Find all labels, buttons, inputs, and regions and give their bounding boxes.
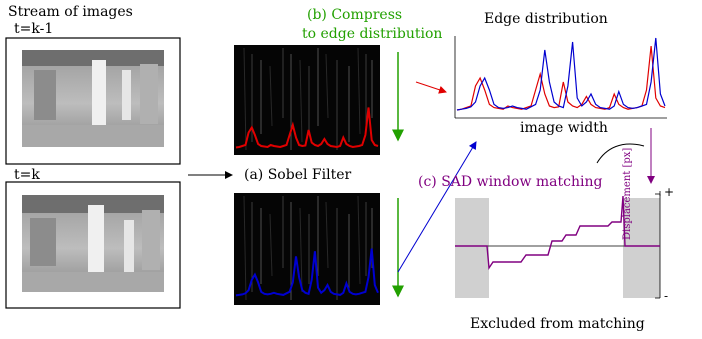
excluded-region-right (623, 198, 660, 298)
edge-streak (299, 59, 303, 143)
step-a-label: (a) Sobel Filter (244, 167, 352, 183)
displacement-plus: + (664, 185, 675, 199)
stream-label: Stream of images (8, 4, 133, 20)
edge-distribution-chart (454, 36, 667, 119)
sobel-panel-curr (234, 193, 380, 305)
edge-streak (243, 195, 247, 301)
excluded-label: Excluded from matching (470, 316, 645, 332)
curve-dist-to-sad (596, 143, 645, 164)
series-red-line (456, 45, 666, 111)
edge-streak (357, 47, 361, 135)
pillar-prev-2 (122, 70, 131, 120)
displacement-curve (455, 195, 660, 271)
edge-profile-blue (235, 248, 379, 297)
image-width-label: image width (520, 120, 608, 136)
edge-streak (269, 213, 273, 277)
step-b-label-line1: (b) Compress (307, 7, 403, 23)
excluded-region-left (455, 198, 489, 298)
t-prev-label: t=k-1 (14, 21, 54, 37)
arrow-red-to-dist (415, 81, 447, 94)
edge-streak (269, 65, 273, 127)
displacement-minus: - (664, 289, 669, 303)
edge-distribution-title: Edge distribution (484, 11, 608, 27)
edge-streak (325, 53, 329, 119)
t-curr-label: t=k (14, 167, 40, 183)
step-b-label-line2: to edge distribution (302, 26, 443, 42)
edge-profile-red (235, 107, 379, 149)
frame-prev (5, 37, 181, 165)
series-blue-line (456, 37, 666, 111)
edge-streak (299, 207, 303, 293)
sad-matching-plot (455, 191, 661, 299)
edge-streak (325, 201, 329, 269)
pillar-prev-1 (92, 60, 106, 132)
sobel-panel-prev (234, 45, 380, 155)
edge-streak (243, 47, 247, 151)
frame-curr (5, 181, 181, 309)
pillar-curr-2 (124, 220, 134, 272)
edge-streak (357, 195, 361, 285)
displacement-axis-label: Displacement [px] (622, 147, 633, 240)
pillar-curr-1 (88, 205, 104, 281)
arrow-blue-to-dist (397, 141, 477, 273)
step-c-label: (c) SAD window matching (418, 174, 603, 190)
